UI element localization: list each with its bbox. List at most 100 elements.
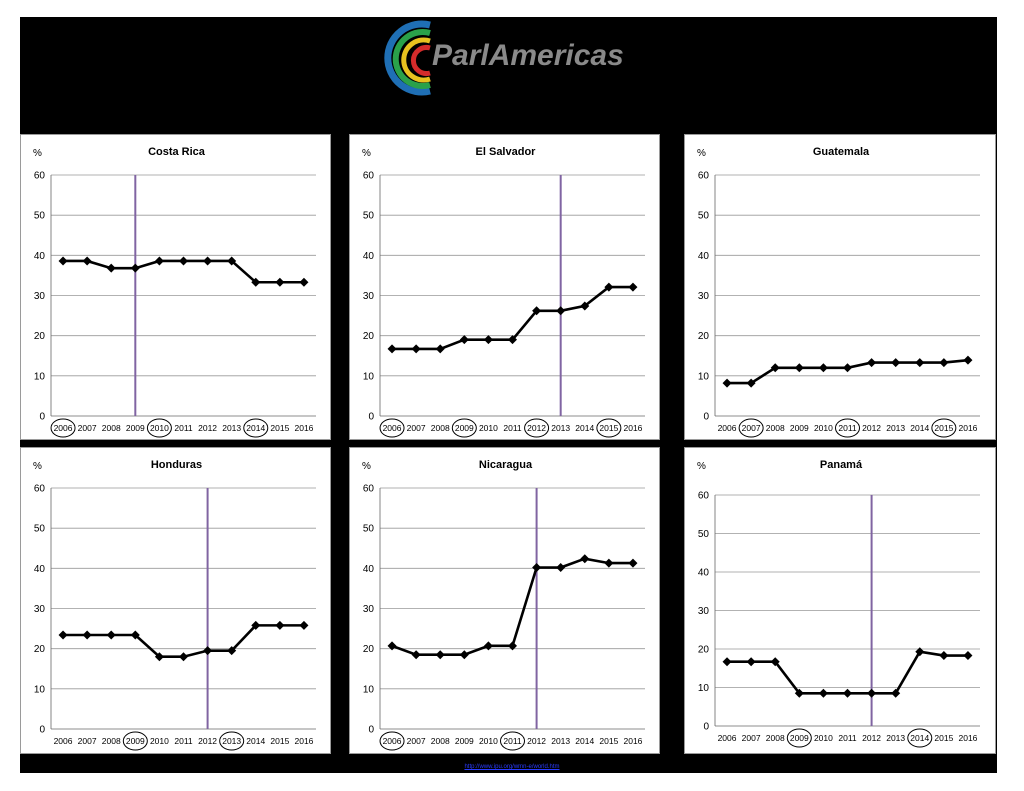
election-year-circle <box>243 418 269 438</box>
y-tick-label: 50 <box>34 211 46 222</box>
x-tick-label: 2015 <box>599 423 618 433</box>
data-point <box>106 630 116 640</box>
source-link[interactable]: http://www.ipu.org/wmn-e/world.htm <box>464 764 560 770</box>
data-point <box>891 688 901 698</box>
y-tick-label: 40 <box>363 251 375 262</box>
y-tick-label: 0 <box>368 412 374 423</box>
x-tick-label: 2015 <box>599 736 618 746</box>
data-point <box>891 358 901 368</box>
x-tick-label: 2012 <box>527 423 546 433</box>
x-tick-label: 2012 <box>198 736 217 746</box>
y-axis-label: % <box>33 461 42 472</box>
data-point <box>179 652 188 662</box>
chart-title: Honduras <box>151 459 202 471</box>
y-axis-label: % <box>362 461 371 472</box>
x-tick-label: 2006 <box>54 423 73 433</box>
series-line <box>63 624 304 658</box>
y-tick-label: 30 <box>363 604 375 615</box>
x-tick-label: 2011 <box>503 423 522 433</box>
x-tick-label: 2015 <box>934 423 953 433</box>
election-year-circle <box>379 418 405 438</box>
data-point <box>299 277 309 287</box>
x-tick-label: 2015 <box>270 736 289 746</box>
data-point <box>939 358 949 368</box>
data-point <box>939 651 949 661</box>
data-point <box>963 651 973 661</box>
data-point <box>532 563 542 573</box>
y-tick-label: 40 <box>34 251 46 262</box>
data-point <box>299 620 309 630</box>
x-tick-label: 2008 <box>766 733 785 743</box>
election-year-circle <box>500 731 525 751</box>
x-tick-label: 2009 <box>790 733 809 743</box>
y-tick-label: 20 <box>698 645 710 656</box>
x-tick-label: 2009 <box>126 423 145 433</box>
y-tick-label: 10 <box>34 684 46 695</box>
x-tick-label: 2012 <box>862 423 881 433</box>
data-point <box>746 657 756 667</box>
y-tick-label: 50 <box>698 529 710 540</box>
data-point <box>867 358 877 368</box>
y-tick-label: 30 <box>698 291 710 302</box>
y-tick-label: 0 <box>703 412 709 423</box>
data-point <box>843 688 852 698</box>
x-tick-label: 2013 <box>551 736 570 746</box>
data-point <box>628 282 638 292</box>
data-point <box>963 355 973 365</box>
data-point <box>58 256 68 266</box>
election-year-circle <box>50 418 76 438</box>
chart-panel-honduras: Honduras% 0 10 20 30 40 50 60 2006 2007 2008 2009 20… <box>20 447 331 754</box>
line-chart: Honduras% 0 10 20 30 40 50 60 2006 2007 2008 2009 20… <box>33 459 316 751</box>
x-tick-label: 2009 <box>126 736 145 746</box>
data-point <box>106 263 116 273</box>
x-tick-label: 2007 <box>78 736 97 746</box>
y-axis-label: % <box>697 461 706 472</box>
y-tick-label: 40 <box>698 251 710 262</box>
x-tick-label: 2006 <box>718 733 737 743</box>
data-point <box>227 646 237 656</box>
data-point <box>203 256 213 266</box>
data-point <box>508 335 517 345</box>
x-tick-label: 2016 <box>958 423 977 433</box>
data-point <box>275 277 285 287</box>
x-tick-label: 2011 <box>174 423 193 433</box>
line-chart: Nicaragua% 0 10 20 30 40 50 60 2006 2007 2008 2009 2… <box>362 459 645 751</box>
logo-swirl-icon <box>384 20 431 96</box>
x-tick-label: 2008 <box>102 423 121 433</box>
data-point <box>483 641 493 651</box>
election-year-circle <box>931 418 957 438</box>
x-tick-label: 2007 <box>407 423 426 433</box>
x-tick-label: 2013 <box>886 423 905 433</box>
x-tick-label: 2009 <box>790 423 809 433</box>
data-point <box>130 630 140 640</box>
data-point <box>203 646 213 656</box>
x-tick-label: 2008 <box>431 423 450 433</box>
x-tick-label: 2011 <box>174 736 193 746</box>
data-point <box>508 641 517 651</box>
data-point <box>722 657 732 667</box>
data-point <box>459 650 469 660</box>
x-tick-label: 2014 <box>246 736 265 746</box>
x-tick-label: 2007 <box>78 423 97 433</box>
election-year-circle <box>835 418 860 438</box>
data-point <box>604 282 614 292</box>
x-tick-label: 2006 <box>54 736 73 746</box>
chart-title: Guatemala <box>813 146 870 158</box>
data-point <box>459 335 469 345</box>
y-tick-label: 20 <box>34 644 46 655</box>
data-point <box>411 650 421 660</box>
election-year-circle <box>596 418 622 438</box>
x-tick-label: 2007 <box>742 423 761 433</box>
x-tick-label: 2012 <box>198 423 217 433</box>
data-point <box>915 647 925 657</box>
x-tick-label: 2006 <box>383 736 402 746</box>
chart-title: Nicaragua <box>479 459 533 471</box>
x-tick-label: 2008 <box>431 736 450 746</box>
line-chart: Costa Rica% 0 10 20 30 40 50 60 2006 2007 2008 2009… <box>33 146 316 438</box>
x-tick-label: 2015 <box>934 733 953 743</box>
data-point <box>227 256 237 266</box>
data-point <box>435 650 445 660</box>
y-tick-label: 40 <box>698 568 710 579</box>
data-point <box>251 277 261 287</box>
x-tick-label: 2008 <box>766 423 785 433</box>
